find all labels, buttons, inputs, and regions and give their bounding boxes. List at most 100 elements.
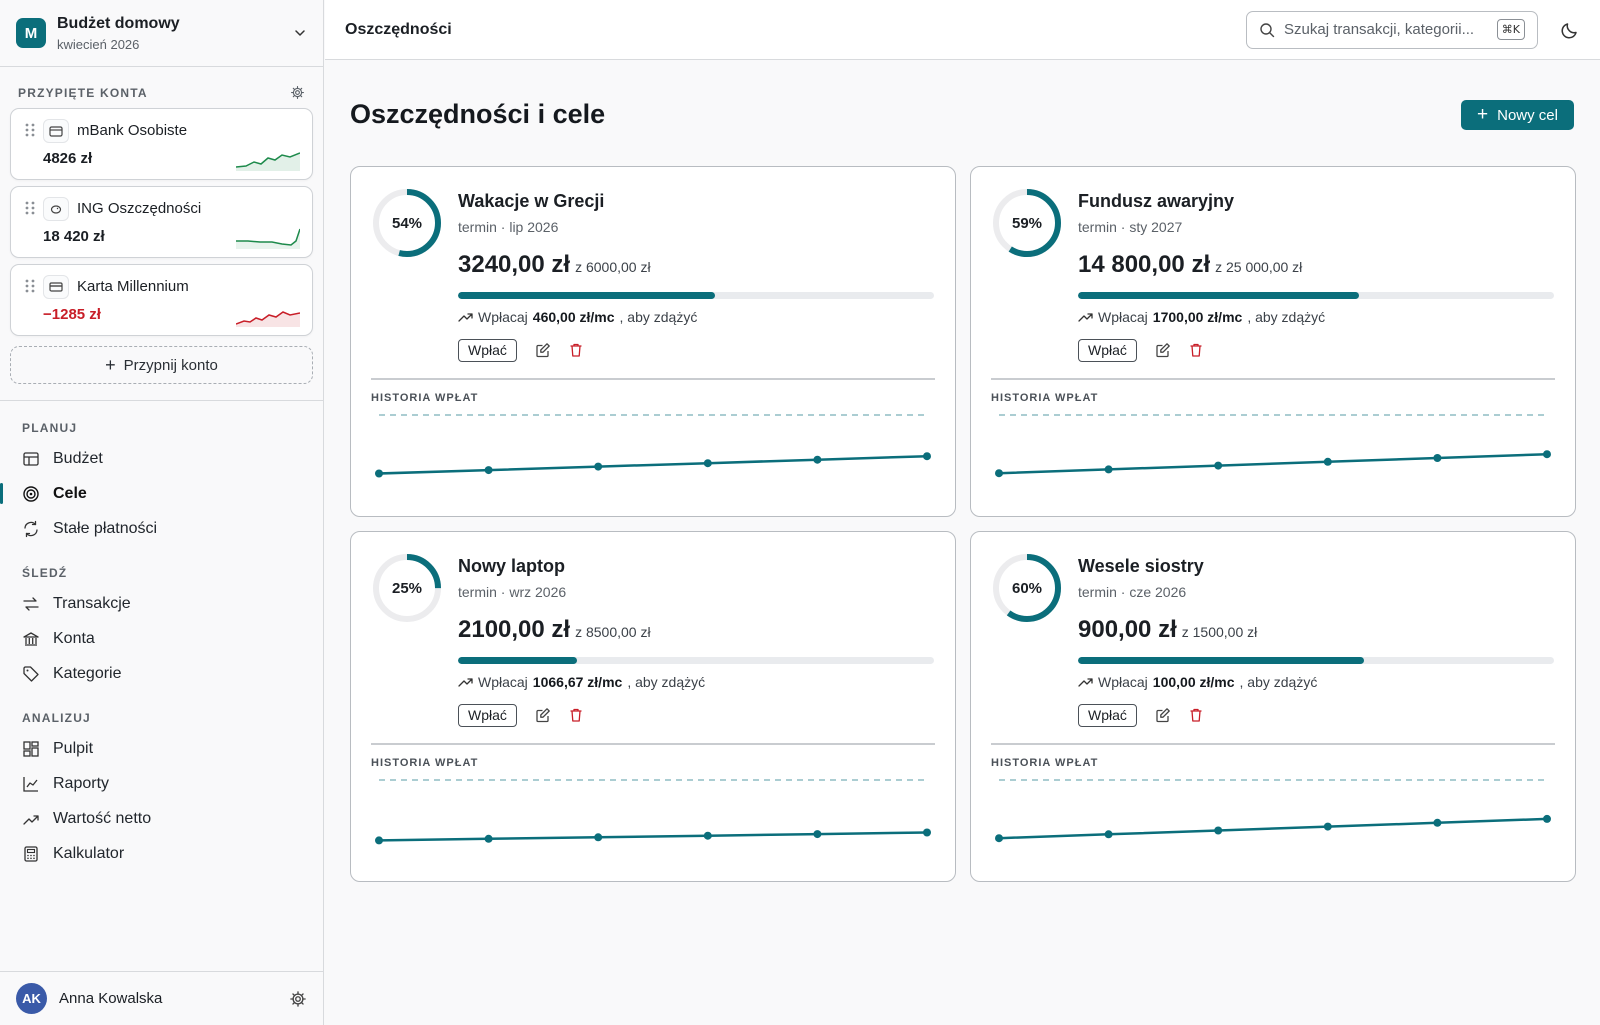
workspace-switcher[interactable]: M Budżet domowy kwiecień 2026 — [0, 0, 323, 67]
goal-deadline: termin · cze 2026 — [1078, 584, 1187, 600]
goal-progress-fill — [458, 292, 716, 299]
plus-icon: + — [105, 354, 116, 375]
goal-tip-prefix: Wpłacaj — [478, 674, 528, 690]
history-point — [375, 836, 383, 845]
target-icon — [23, 485, 39, 502]
sidebar-item-transactions[interactable]: Transakcje — [22, 586, 301, 621]
trash-icon[interactable] — [568, 707, 584, 723]
pinned-account-card[interactable]: Karta Millennium −1285 zł — [10, 264, 313, 336]
sidebar-item-label: Cele — [53, 484, 87, 502]
search-icon — [1260, 22, 1275, 37]
account-sparkline — [236, 228, 300, 249]
user-profile[interactable]: AK Anna Kowalska — [0, 971, 323, 1025]
goal-percent: 25% — [391, 579, 423, 597]
goal-monthly: 1066,67 zł/mc — [532, 674, 623, 690]
avatar: AK — [16, 983, 47, 1014]
trash-icon[interactable] — [1188, 342, 1204, 358]
edit-icon[interactable] — [535, 342, 551, 358]
goal-tip: Wpłacaj 100,00 zł/mc, aby zdążyć — [1078, 674, 1317, 690]
deposit-button[interactable]: Wpłać — [458, 338, 517, 362]
account-sparkline — [236, 311, 300, 327]
chevron-down-icon[interactable] — [293, 26, 307, 40]
goal-target: z 1500,00 zł — [1181, 624, 1258, 640]
history-point — [813, 455, 822, 464]
edit-icon[interactable] — [535, 707, 551, 723]
sidebar-item-label: Stałe płatności — [53, 519, 158, 537]
history-point — [995, 469, 1003, 478]
deposit-button[interactable]: Wpłać — [1078, 703, 1137, 727]
goal-amount: 14 800,00 zł z 25 000,00 zł — [1078, 251, 1302, 279]
history-line — [998, 452, 1548, 475]
history-title: HISTORIA WPŁAT — [371, 392, 479, 404]
recurring-icon — [24, 520, 38, 537]
bank-icon — [23, 631, 39, 646]
goal-card: 54% Wakacje w Grecji termin · lip 2026 3… — [350, 166, 956, 517]
nav-section-plan: PLANUJ Budżet Cele Stałe płatności — [0, 421, 323, 546]
goal-target: z 6000,00 zł — [575, 259, 651, 275]
sidebar-item-reports[interactable]: Raporty — [22, 766, 301, 801]
history-point — [1104, 465, 1113, 474]
piggy-bank-icon — [43, 197, 69, 221]
drag-handle-icon[interactable] — [23, 278, 37, 294]
gear-icon[interactable] — [290, 85, 305, 100]
goal-saved: 900,00 zł — [1078, 616, 1177, 643]
sidebar-item-budget[interactable]: Budżet — [22, 441, 301, 476]
pinned-account-card[interactable]: mBank Osobiste 4826 zł — [10, 108, 313, 180]
sidebar-item-calculator[interactable]: Kalkulator — [22, 836, 301, 871]
goal-saved: 14 800,00 zł — [1078, 251, 1211, 278]
nav-section-title: ANALIZUJ — [22, 711, 91, 725]
trending-up-icon — [1078, 678, 1093, 687]
sidebar-item-label: Konta — [53, 629, 95, 647]
sidebar-item-label: Transakcje — [53, 594, 131, 612]
workspace-logo: M — [16, 18, 46, 48]
new-goal-button[interactable]: + Nowy cel — [1461, 100, 1574, 130]
deposit-history-chart — [995, 779, 1551, 843]
goal-tip-prefix: Wpłacaj — [1098, 674, 1148, 690]
history-point — [1433, 818, 1442, 827]
pin-account-button[interactable]: + Przypnij konto — [10, 346, 313, 384]
sidebar-item-accounts[interactable]: Konta — [22, 621, 301, 656]
trending-up-icon — [458, 678, 473, 687]
sidebar-divider — [0, 400, 323, 401]
history-point — [594, 462, 603, 471]
deposit-button[interactable]: Wpłać — [1078, 338, 1137, 362]
goal-tip-suffix: , aby zdążyć — [619, 309, 698, 325]
deposit-history-chart — [375, 414, 931, 478]
new-goal-label: Nowy cel — [1497, 106, 1558, 124]
history-title: HISTORIA WPŁAT — [991, 392, 1099, 404]
sidebar-item-net-worth[interactable]: Wartość netto — [22, 801, 301, 836]
trash-icon[interactable] — [1188, 707, 1204, 723]
tag-icon — [23, 665, 39, 682]
edit-icon[interactable] — [1155, 707, 1171, 723]
sidebar-item-recurring[interactable]: Stałe płatności — [22, 511, 301, 546]
drag-handle-icon[interactable] — [23, 200, 37, 216]
goal-monthly: 460,00 zł/mc — [532, 309, 615, 325]
history-point — [484, 834, 493, 843]
goal-tip-suffix: , aby zdążyć — [627, 674, 706, 690]
settings-icon[interactable] — [289, 990, 307, 1008]
history-point — [813, 830, 822, 839]
breadcrumb: Oszczędności — [345, 20, 452, 38]
history-point — [1214, 461, 1223, 470]
deposit-button[interactable]: Wpłać — [458, 703, 517, 727]
goal-progress-fill — [1078, 292, 1359, 299]
pinned-account-card[interactable]: ING Oszczędności 18 420 zł — [10, 186, 313, 258]
search-input[interactable]: Szukaj transakcji, kategorii... ⌘K — [1246, 10, 1538, 49]
goal-tip-suffix: , aby zdążyć — [1239, 674, 1318, 690]
goal-progress-bar — [1078, 292, 1554, 299]
goal-saved: 2100,00 zł — [458, 616, 571, 643]
wallet-icon — [43, 119, 69, 143]
goal-percent: 60% — [1011, 579, 1043, 597]
edit-icon[interactable] — [1155, 342, 1171, 358]
drag-handle-icon[interactable] — [23, 122, 37, 138]
goal-card: 60% Wesele siostry termin · cze 2026 900… — [970, 531, 1576, 882]
sidebar-item-goals[interactable]: Cele — [0, 476, 301, 511]
sidebar-item-dashboard[interactable]: Pulpit — [22, 731, 301, 766]
page-title: Oszczędności i cele — [350, 99, 606, 129]
history-point — [1214, 826, 1223, 835]
trash-icon[interactable] — [568, 342, 584, 358]
history-point — [995, 834, 1003, 843]
moon-icon[interactable] — [1560, 20, 1580, 40]
goal-deadline: termin · lip 2026 — [458, 219, 559, 235]
sidebar-item-categories[interactable]: Kategorie — [22, 656, 301, 691]
